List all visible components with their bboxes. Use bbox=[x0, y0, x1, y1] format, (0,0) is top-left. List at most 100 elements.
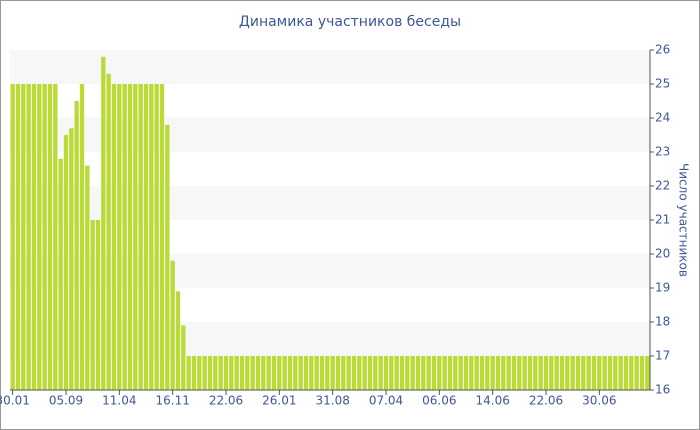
bar bbox=[234, 356, 239, 390]
chart-title: Динамика участников беседы bbox=[239, 14, 461, 30]
bar bbox=[218, 356, 223, 390]
bar bbox=[47, 84, 53, 390]
bar bbox=[517, 356, 522, 390]
bar bbox=[629, 356, 634, 390]
bar bbox=[207, 356, 213, 390]
y-tick-label: 17 bbox=[655, 349, 670, 363]
bar bbox=[58, 158, 63, 390]
bar bbox=[309, 356, 314, 390]
bar bbox=[447, 356, 453, 390]
bar bbox=[63, 135, 69, 390]
bar bbox=[122, 84, 127, 390]
bar bbox=[261, 356, 266, 390]
bar bbox=[293, 356, 298, 390]
x-tick-label: 22.06 bbox=[529, 394, 563, 408]
bar bbox=[357, 356, 362, 390]
y-tick-label: 19 bbox=[655, 281, 670, 295]
bar bbox=[389, 356, 394, 390]
bar bbox=[191, 356, 197, 390]
bar bbox=[101, 56, 106, 391]
bar bbox=[639, 356, 645, 390]
x-tick-label: 11.04 bbox=[102, 394, 136, 408]
x-tick-label: 14.06 bbox=[475, 394, 509, 408]
bar bbox=[37, 84, 42, 390]
bar bbox=[229, 356, 234, 390]
bar bbox=[85, 165, 90, 390]
bar bbox=[319, 356, 325, 390]
bar bbox=[431, 356, 437, 390]
bar bbox=[410, 356, 415, 390]
y-tick-label: 23 bbox=[655, 145, 670, 159]
bar bbox=[469, 356, 474, 390]
bar bbox=[42, 84, 47, 390]
bar bbox=[634, 356, 639, 390]
bar bbox=[613, 356, 618, 390]
grid-band bbox=[10, 186, 650, 220]
bar bbox=[442, 356, 447, 390]
bar bbox=[511, 356, 517, 390]
bar bbox=[522, 356, 527, 390]
grid-band bbox=[10, 152, 650, 186]
grid-band bbox=[10, 322, 650, 356]
bar bbox=[495, 356, 501, 390]
bar bbox=[341, 356, 346, 390]
bar bbox=[485, 356, 490, 390]
grid-band bbox=[10, 356, 650, 390]
bar bbox=[527, 356, 533, 390]
bar bbox=[437, 356, 442, 390]
bar bbox=[175, 291, 181, 390]
bar bbox=[223, 356, 229, 390]
bar bbox=[143, 84, 149, 390]
bar bbox=[346, 356, 351, 390]
grid-band bbox=[10, 50, 650, 84]
bar bbox=[506, 356, 511, 390]
bar bbox=[559, 356, 565, 390]
bar bbox=[186, 356, 191, 390]
bar bbox=[133, 84, 138, 390]
bar bbox=[197, 356, 202, 390]
bar bbox=[282, 356, 287, 390]
bar bbox=[154, 84, 159, 390]
bar bbox=[405, 356, 410, 390]
bar bbox=[245, 356, 250, 390]
bar bbox=[399, 356, 405, 390]
grid-band bbox=[10, 84, 650, 118]
y-tick-label: 24 bbox=[655, 111, 670, 125]
bar bbox=[623, 356, 629, 390]
bar bbox=[165, 124, 170, 391]
bar bbox=[618, 356, 623, 390]
y-tick-label: 25 bbox=[655, 77, 670, 91]
bar bbox=[501, 356, 506, 390]
y-tick-label: 26 bbox=[655, 43, 670, 57]
grid-band bbox=[10, 288, 650, 322]
bar bbox=[170, 260, 175, 390]
bar bbox=[95, 220, 101, 390]
bar bbox=[373, 356, 378, 390]
bar bbox=[106, 73, 111, 391]
grid-band bbox=[10, 220, 650, 254]
bar bbox=[575, 356, 581, 390]
bar bbox=[202, 356, 207, 390]
x-tick-label: 26.01 bbox=[262, 394, 296, 408]
y-tick-label: 22 bbox=[655, 179, 670, 193]
bar bbox=[415, 356, 421, 390]
bar bbox=[303, 356, 309, 390]
bar bbox=[277, 356, 282, 390]
bar bbox=[367, 356, 373, 390]
bar bbox=[127, 84, 133, 390]
x-tick-label: 05.09 bbox=[49, 394, 83, 408]
bar bbox=[421, 356, 426, 390]
bar bbox=[570, 356, 575, 390]
bar bbox=[159, 84, 165, 390]
bar bbox=[239, 356, 245, 390]
y-tick-label: 18 bbox=[655, 315, 670, 329]
bar bbox=[271, 356, 277, 390]
bar bbox=[287, 356, 293, 390]
y-tick-label: 16 bbox=[655, 383, 670, 397]
bar bbox=[463, 356, 469, 390]
bar bbox=[26, 84, 31, 390]
bar bbox=[138, 84, 143, 390]
bar bbox=[117, 84, 122, 390]
x-tick-label: 22.06 bbox=[209, 394, 243, 408]
